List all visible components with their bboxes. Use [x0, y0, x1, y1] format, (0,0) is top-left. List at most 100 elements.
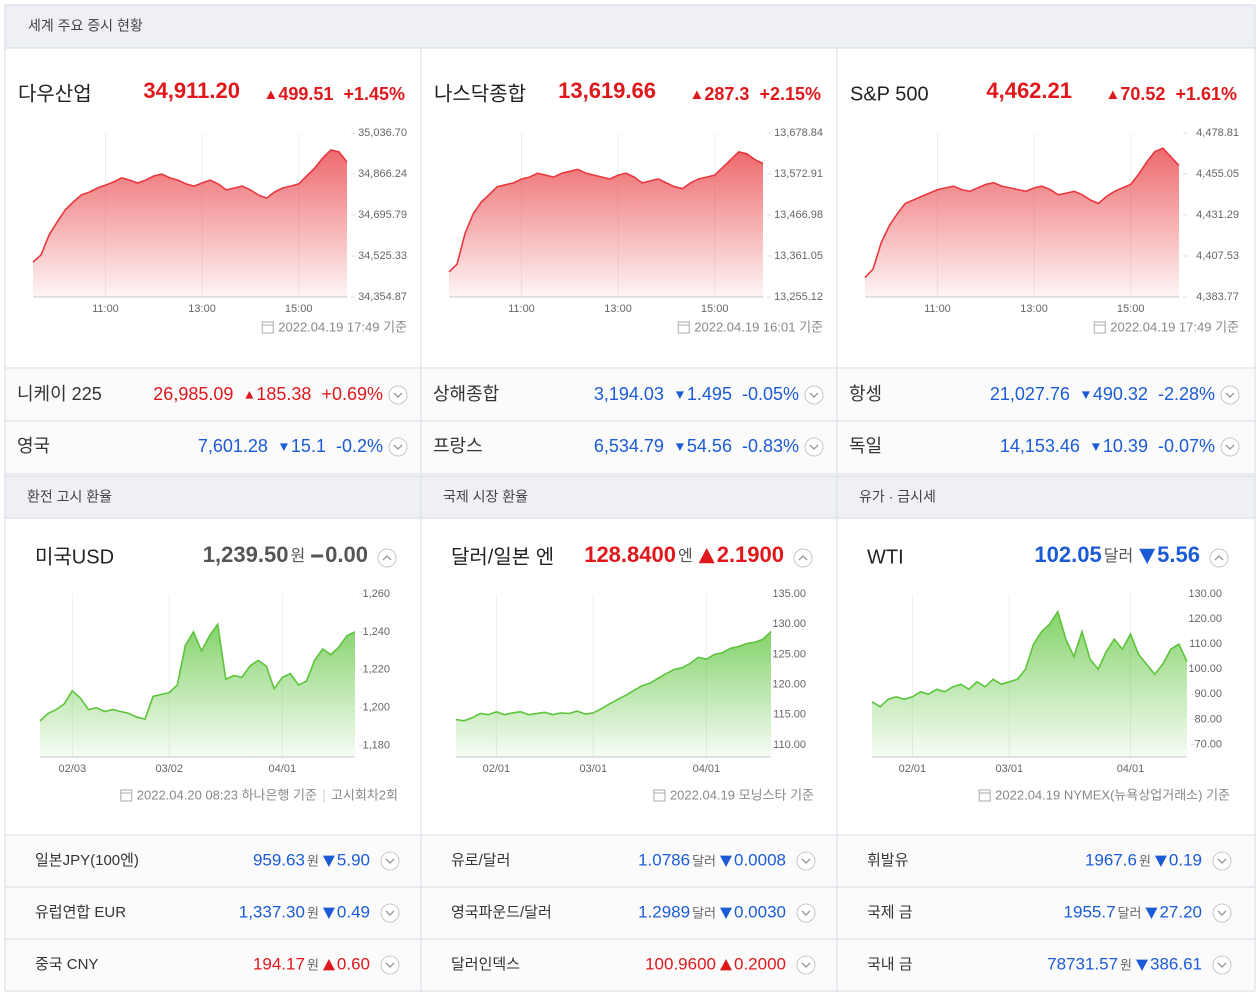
chevron[interactable]	[385, 962, 395, 968]
toggle-button[interactable]	[1212, 955, 1232, 975]
chevron[interactable]	[393, 392, 403, 398]
toggle-button[interactable]	[377, 548, 397, 568]
chevron[interactable]	[1225, 392, 1235, 398]
quote-name: 상해종합	[433, 384, 499, 404]
quote-price: 1.2989	[638, 902, 690, 921]
down-arrow	[1136, 959, 1148, 971]
down-arrow	[1081, 391, 1090, 399]
toggle-button[interactable]	[796, 955, 816, 975]
flat-mark	[311, 554, 324, 558]
rate-change: 0.00	[325, 542, 368, 567]
up-arrow	[692, 90, 702, 100]
chevron[interactable]	[801, 910, 811, 916]
quote-price: 3,194.03	[594, 384, 664, 404]
toggle-button[interactable]	[793, 548, 813, 568]
toggle-button[interactable]	[380, 851, 400, 871]
chevron[interactable]	[385, 858, 395, 864]
quote-price: 6,534.79	[594, 436, 664, 456]
chevron[interactable]	[393, 444, 403, 450]
toggle-button[interactable]	[1209, 548, 1229, 568]
toggle-button[interactable]	[804, 437, 824, 457]
x-tick-label: 15:00	[701, 303, 729, 315]
chevron[interactable]	[801, 962, 811, 968]
quote-price: 1955.7	[1064, 902, 1116, 921]
toggle-button[interactable]	[796, 851, 816, 871]
down-arrow	[1091, 443, 1100, 451]
quote-name: 프랑스	[433, 436, 483, 456]
chevron[interactable]	[1217, 962, 1227, 968]
line	[864, 147, 1180, 279]
chevron[interactable]	[1217, 858, 1227, 864]
quote-price: 7,601.28	[198, 436, 268, 456]
chevron[interactable]	[798, 555, 808, 561]
fx-header	[4, 475, 1256, 519]
quote-change: 0.19	[1169, 850, 1202, 869]
quote-price: 1967.6	[1085, 850, 1137, 869]
index-name: 다우산업	[18, 82, 92, 105]
x-tick-label: 15:00	[285, 303, 313, 315]
y-tick-label: 34,354.87	[358, 291, 407, 303]
toggle-button[interactable]	[388, 437, 408, 457]
toggle-button[interactable]	[1220, 437, 1240, 457]
timestamp: 2022.04.19 모닝스타 기준	[670, 787, 814, 802]
up-arrow	[322, 959, 335, 971]
timestamp-note: 고시회차2회	[331, 787, 398, 802]
quote-name: 중국 CNY	[35, 956, 98, 973]
quote-name: 달러인덱스	[451, 956, 520, 973]
up-arrow	[698, 548, 715, 564]
chevron[interactable]	[1214, 555, 1224, 561]
toggle-button[interactable]	[804, 385, 824, 405]
y-tick-label: 13,361.05	[774, 250, 823, 262]
index-change: 287.3	[704, 84, 749, 104]
y-tick-label: 80.00	[1194, 713, 1222, 725]
toggle-button[interactable]	[1212, 851, 1232, 871]
down-arrow	[322, 855, 335, 867]
quote-name: 일본JPY(100엔)	[35, 852, 139, 869]
index-rate: +1.61%	[1175, 84, 1237, 104]
y-tick-label: 4,478.81	[1196, 127, 1239, 139]
chevron[interactable]	[382, 555, 392, 561]
y-tick-label: 115.00	[773, 709, 806, 721]
quote-change: 0.0030	[734, 902, 786, 921]
quote-change: 27.20	[1159, 902, 1202, 921]
quote-rate: -0.07%	[1158, 436, 1215, 456]
rate-price: 128.8400	[584, 542, 676, 567]
down-arrow	[720, 855, 732, 867]
line	[455, 630, 772, 722]
quote-name: 유럽연합 EUR	[35, 904, 126, 921]
toggle-button[interactable]	[1212, 903, 1232, 923]
down-arrow	[1145, 907, 1158, 919]
down-arrow	[1139, 548, 1156, 564]
chevron[interactable]	[801, 858, 811, 864]
y-tick-label: 13,678.84	[774, 127, 823, 139]
toggle-button[interactable]	[796, 903, 816, 923]
area	[872, 611, 1187, 757]
toggle-button[interactable]	[380, 903, 400, 923]
quote-name: 국내 금	[867, 956, 913, 973]
quote-change: 185.38	[256, 384, 311, 404]
y-tick-label: 90.00	[1194, 688, 1222, 700]
index-price: 4,462.21	[986, 78, 1072, 103]
rate-change: 5.56	[1157, 542, 1200, 567]
down-arrow	[675, 391, 684, 399]
frame	[4, 4, 1256, 992]
quote-change: 0.49	[337, 902, 370, 921]
chevron[interactable]	[809, 444, 819, 450]
rate-price: 1,239.50	[203, 542, 289, 567]
quote-change: 490.32	[1093, 384, 1148, 404]
index-change: 499.51	[278, 84, 333, 104]
chevron[interactable]	[809, 392, 819, 398]
y-tick-label: 130.00	[1188, 588, 1222, 600]
toggle-button[interactable]	[1220, 385, 1240, 405]
toggle-button[interactable]	[388, 385, 408, 405]
toggle-button[interactable]	[380, 955, 400, 975]
up-arrow	[720, 959, 732, 971]
rate-price: 102.05	[1034, 542, 1101, 567]
chevron[interactable]	[1225, 444, 1235, 450]
chevron[interactable]	[1217, 910, 1227, 916]
x-tick-label: 04/01	[693, 763, 721, 775]
x-tick-label: 11:00	[924, 303, 951, 315]
x-tick-label: 13:00	[604, 303, 632, 315]
chevron[interactable]	[385, 910, 395, 916]
